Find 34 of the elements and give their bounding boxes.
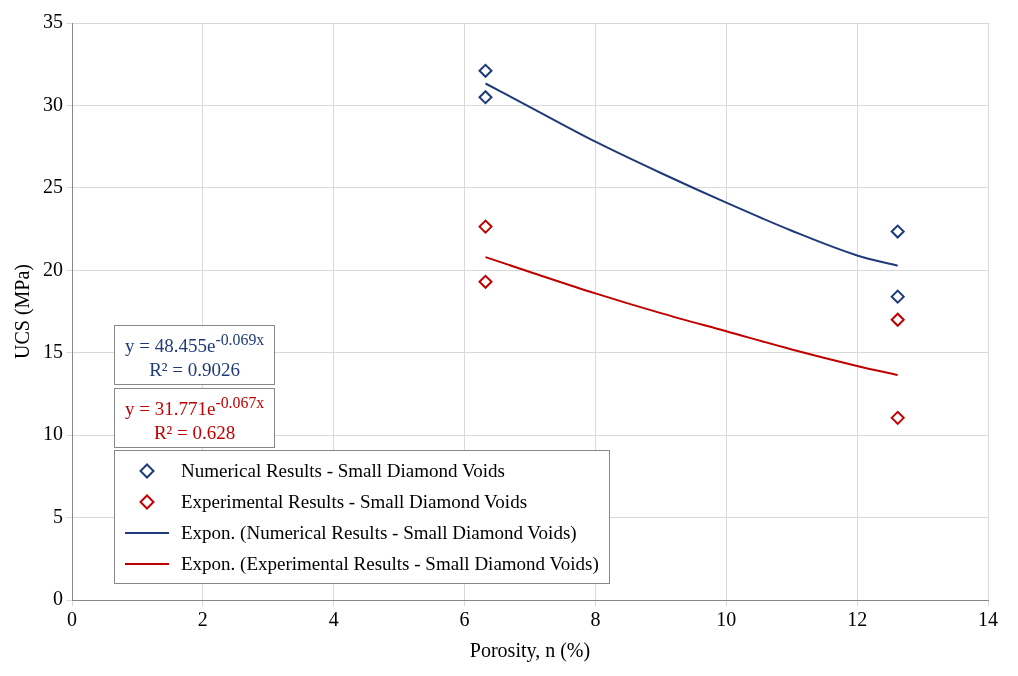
legend-label: Numerical Results - Small Diamond Voids — [181, 459, 505, 482]
x-tick-label: 2 — [197, 608, 208, 631]
point — [890, 289, 905, 304]
point — [478, 90, 493, 105]
y-tick-label: 0 — [53, 587, 63, 610]
annotation: y = 31.771e$^{-0.067x}$ R² = 0.628 — [125, 393, 265, 446]
line-series — [484, 82, 899, 267]
legend-label: Expon. (Numerical Results - Small Diamond Voids) — [181, 521, 577, 544]
y-axis-title: UCS (MPa) — [11, 263, 35, 360]
y-tick-label: 15 — [43, 339, 63, 362]
point — [478, 219, 493, 234]
y-tick-label: 25 — [43, 175, 63, 198]
y-tick-label: 5 — [53, 504, 63, 527]
x-tick-label: 14 — [978, 608, 998, 631]
x-tick-label: 10 — [716, 608, 737, 631]
line-series — [484, 256, 899, 377]
point — [478, 63, 493, 78]
x-tick-label: 4 — [328, 608, 339, 631]
point — [478, 274, 493, 289]
y-tick-label: 30 — [43, 92, 63, 115]
annotation: y = 48.455e$^{-0.069x}$ R² = 0.9026 — [125, 330, 265, 383]
point — [890, 312, 905, 327]
x-tick-label: 8 — [590, 608, 601, 631]
x-tick-label: 6 — [459, 608, 470, 631]
y-tick-label: 20 — [43, 257, 63, 280]
point — [890, 410, 905, 425]
x-tick-label: 0 — [67, 608, 77, 631]
y-tick-label: 10 — [43, 422, 63, 445]
x-tick-label: 12 — [847, 608, 868, 631]
legend-label: Expon. (Experimental Results - Small Diamond Voids) — [181, 552, 599, 575]
point — [890, 224, 905, 239]
legend-label: Experimental Results - Small Diamond Voids — [181, 490, 528, 513]
y-tick-label: 35 — [43, 10, 63, 33]
x-axis-title: Porosity, n (%) — [469, 639, 591, 663]
